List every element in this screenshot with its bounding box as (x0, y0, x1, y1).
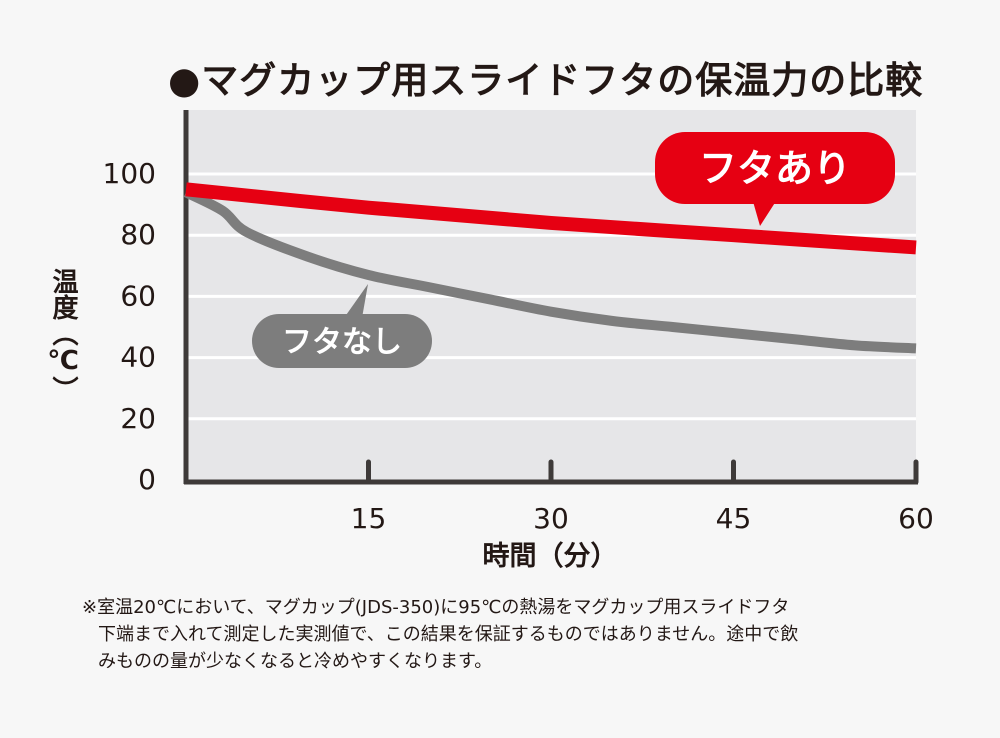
y-tick-label: 0 (138, 463, 156, 496)
footnote-line-2: 下端まで入れて測定した実測値で、この結果を保証するものではありません。途中で飲 (98, 624, 799, 645)
footnote-line-3: みものの量が少なくなると冷めやすくなります。 (98, 651, 493, 672)
chart-title: ●マグカップ用スライドフタの保温力の比較 (168, 59, 924, 102)
callout-without-lid-pointer (344, 284, 368, 318)
callout-with-lid-label: フタあり (699, 147, 851, 191)
series-line-without-lid (183, 187, 917, 354)
callout-with-lid: フタあり (655, 132, 895, 226)
x-tick-labels: 15 30 45 60 (351, 502, 934, 535)
x-tick-label: 15 (351, 502, 387, 535)
y-tick-label: 40 (120, 341, 156, 374)
y-tick-label: 100 (103, 157, 156, 190)
axes (183, 110, 919, 485)
y-tick-label: 20 (120, 402, 156, 435)
series-line-with-lid (185, 182, 917, 255)
x-axis-label: 時間（分） (482, 541, 618, 572)
x-tick-label: 45 (716, 502, 752, 535)
callout-without-lid-label: フタなし (282, 325, 402, 360)
series-lines (183, 182, 917, 354)
y-axis-label: 温度（℃） (48, 268, 78, 402)
y-tick-label: 80 (120, 218, 156, 251)
footnote-line-1: ※室温20℃において、マグカップ(JDS-350)に95℃の熱湯をマグカップ用ス… (82, 597, 790, 618)
callout-with-lid-pointer (752, 198, 778, 226)
y-tick-labels: 0 20 40 60 80 100 (103, 157, 156, 496)
x-tick-label: 60 (898, 502, 934, 535)
callout-without-lid-bubble (252, 314, 432, 368)
callout-with-lid-bubble (655, 132, 895, 204)
callout-without-lid: フタなし (252, 284, 432, 368)
y-tick-label: 60 (120, 279, 156, 312)
x-tick-label: 30 (533, 502, 569, 535)
footnote: ※室温20℃において、マグカップ(JDS-350)に95℃の熱湯をマグカップ用ス… (82, 594, 942, 675)
